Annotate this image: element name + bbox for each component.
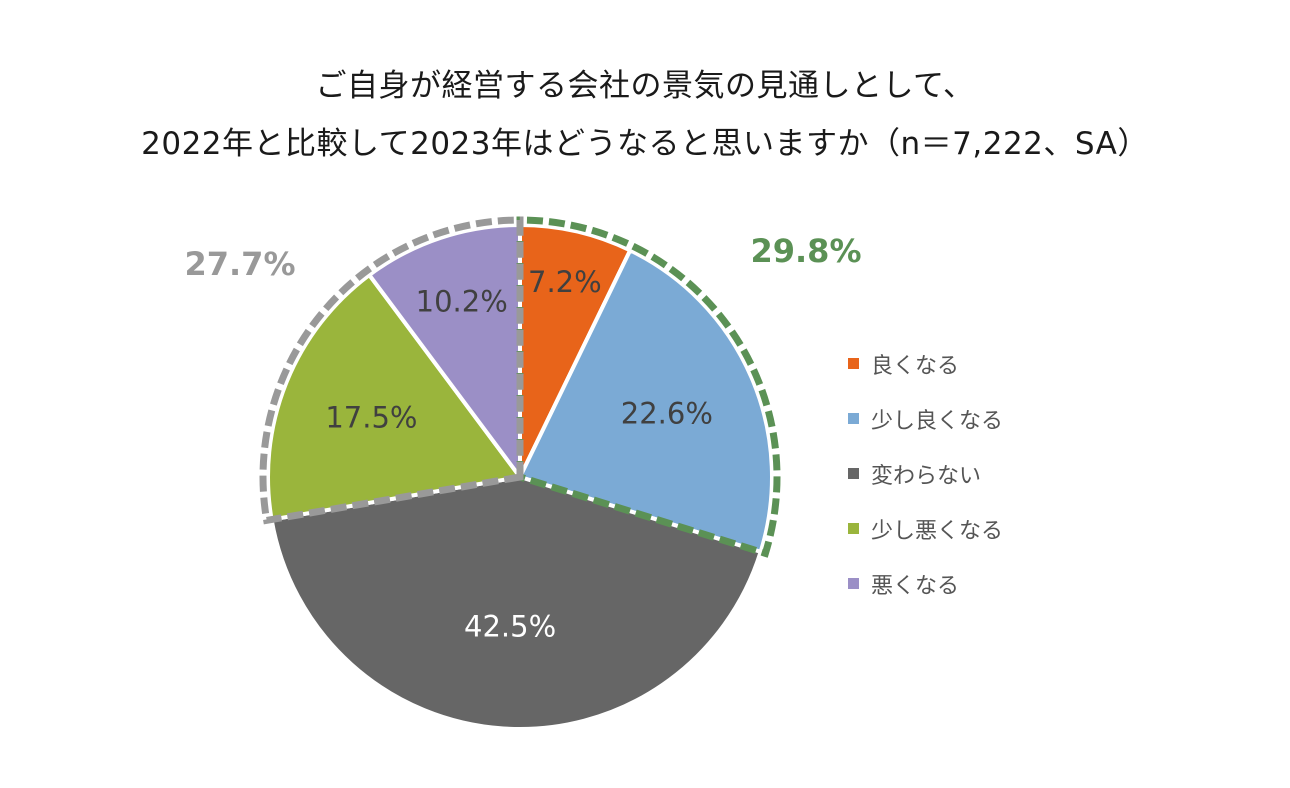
legend-swatch (848, 413, 859, 424)
legend-label: 変わらない (871, 463, 982, 489)
legend-item: 変わらない (848, 446, 1003, 501)
group-outline (259, 216, 524, 525)
legend-item: 良くなる (848, 336, 1003, 391)
slice-data-label: 22.6% (621, 396, 713, 430)
slice-data-label: 7.2% (528, 265, 602, 299)
legend-swatch (848, 468, 859, 479)
legend-swatch (848, 578, 859, 589)
pie-slice (269, 475, 763, 731)
slice-data-label: 42.5% (464, 610, 556, 644)
legend-item: 少し良くなる (848, 391, 1003, 446)
pie-slice (518, 248, 774, 554)
legend-item: 少し悪くなる (848, 501, 1003, 556)
pie-slice (266, 273, 522, 522)
chart-title-line2: 2022年と比較して2023年はどうなると思いますか（n＝7,222、SA） (141, 126, 1149, 162)
slice-data-label: 17.5% (325, 401, 417, 435)
legend-label: 良くなる (871, 353, 960, 379)
legend-label: 悪くなる (871, 573, 960, 599)
legend-item: 悪くなる (848, 556, 1003, 611)
chart-title-line1: ご自身が経営する会社の景気の見通しとして、 (315, 68, 975, 104)
group-total-label: 27.7% (184, 245, 295, 283)
legend-swatch (848, 358, 859, 369)
legend-label: 少し良くなる (871, 408, 1004, 434)
pie-slice (367, 223, 522, 479)
legend: 良くなる 少し良くなる 変わらない 少し悪くなる 悪くなる (848, 336, 1003, 611)
slice-data-label: 10.2% (416, 284, 508, 318)
group-total-label: 29.8% (750, 232, 861, 270)
legend-label: 少し悪くなる (871, 518, 1004, 544)
legend-swatch (848, 523, 859, 534)
group-outline (516, 216, 781, 558)
